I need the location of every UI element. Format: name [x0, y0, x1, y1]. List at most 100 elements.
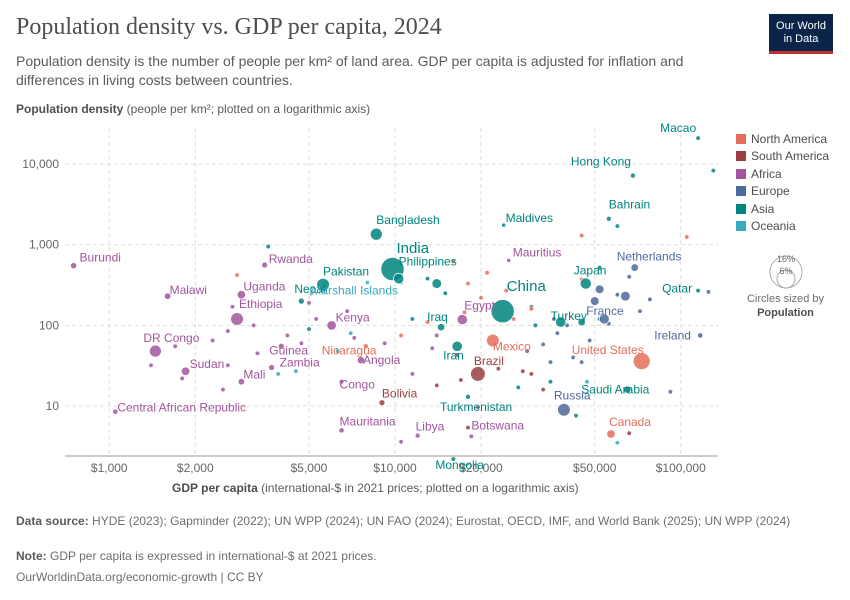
data-point[interactable] — [515, 384, 521, 390]
data-point-canada[interactable] — [606, 429, 616, 439]
data-point[interactable] — [425, 319, 431, 325]
data-point[interactable] — [626, 430, 632, 436]
data-point[interactable] — [590, 296, 600, 306]
data-point[interactable] — [409, 371, 415, 377]
data-point[interactable] — [614, 440, 620, 446]
data-point-turkey[interactable] — [555, 316, 567, 328]
footer-url[interactable]: OurWorldinData.org/economic-growth | CC … — [16, 570, 264, 584]
data-point[interactable] — [524, 348, 530, 354]
data-point[interactable] — [528, 306, 534, 312]
data-point[interactable] — [614, 223, 620, 229]
data-point[interactable] — [225, 362, 231, 368]
data-point-united-states[interactable] — [632, 352, 651, 370]
data-point[interactable] — [705, 289, 711, 295]
data-point[interactable] — [251, 322, 257, 328]
data-point[interactable] — [595, 284, 605, 294]
data-point-dr-congo[interactable] — [149, 344, 162, 358]
data-point[interactable] — [570, 355, 576, 360]
data-point[interactable] — [398, 332, 404, 338]
data-point-libya[interactable] — [414, 432, 421, 439]
data-point[interactable] — [554, 330, 560, 336]
data-point[interactable] — [306, 300, 312, 306]
data-point[interactable] — [577, 318, 586, 326]
data-point[interactable] — [234, 272, 240, 278]
data-point[interactable] — [442, 290, 448, 296]
data-point[interactable] — [225, 328, 231, 334]
data-point[interactable] — [431, 278, 442, 289]
data-point[interactable] — [579, 233, 585, 238]
data-point[interactable] — [540, 387, 546, 393]
data-point[interactable] — [220, 387, 226, 393]
data-point[interactable] — [597, 265, 603, 271]
data-point-marshall-islands[interactable] — [364, 280, 370, 285]
data-point-hong-kong[interactable] — [630, 172, 636, 179]
data-point[interactable] — [528, 371, 534, 377]
data-point[interactable] — [434, 332, 440, 338]
data-point[interactable] — [475, 404, 481, 410]
data-point-rwanda[interactable] — [261, 261, 269, 269]
data-point-nicaragua[interactable] — [362, 343, 369, 350]
data-point[interactable] — [265, 244, 271, 249]
data-point[interactable] — [548, 379, 553, 385]
data-point[interactable] — [532, 322, 538, 328]
data-point[interactable] — [348, 330, 354, 336]
data-point[interactable] — [520, 368, 526, 374]
legend-item-europe[interactable]: Europe — [736, 183, 829, 201]
data-point-china[interactable] — [490, 299, 515, 324]
data-point-nepal[interactable] — [297, 297, 305, 305]
data-point[interactable] — [382, 340, 388, 346]
data-point-mali[interactable] — [237, 378, 246, 386]
data-point[interactable] — [434, 382, 440, 388]
data-point-macao[interactable] — [695, 135, 701, 141]
data-point-maldives[interactable] — [501, 222, 507, 228]
data-point-ethiopia[interactable] — [230, 312, 244, 326]
data-point-mauritania[interactable] — [338, 427, 345, 434]
data-point[interactable] — [351, 335, 357, 341]
data-point-uganda[interactable] — [236, 290, 246, 300]
data-point[interactable] — [478, 295, 484, 301]
data-point[interactable] — [458, 377, 464, 383]
data-point-sudan[interactable] — [181, 366, 191, 376]
data-point[interactable] — [313, 316, 319, 322]
data-point[interactable] — [306, 326, 312, 332]
data-point[interactable] — [465, 425, 471, 431]
data-point-egypt[interactable] — [456, 314, 468, 326]
legend-item-asia[interactable]: Asia — [736, 200, 829, 218]
data-point-kenya[interactable] — [326, 320, 337, 331]
data-point-zambia[interactable] — [268, 364, 275, 371]
data-point[interactable] — [179, 375, 185, 381]
legend-item-south-america[interactable]: South America — [736, 148, 829, 166]
data-point[interactable] — [684, 234, 690, 240]
data-point-brazil[interactable] — [470, 366, 486, 382]
data-point-angola[interactable] — [356, 356, 365, 365]
data-point-philippines[interactable] — [393, 273, 405, 285]
data-point[interactable] — [587, 338, 593, 343]
data-point-netherlands[interactable] — [630, 263, 639, 272]
data-point-mauritius[interactable] — [506, 257, 512, 263]
data-point[interactable] — [254, 350, 260, 356]
data-point[interactable] — [710, 168, 716, 174]
data-point-mongolia[interactable] — [450, 456, 457, 462]
data-point-congo[interactable] — [338, 378, 345, 385]
data-point-burundi[interactable] — [70, 262, 78, 270]
data-point-botswana[interactable] — [468, 433, 475, 440]
data-point[interactable] — [429, 345, 435, 351]
data-point[interactable] — [148, 362, 154, 368]
data-point[interactable] — [626, 274, 632, 280]
data-point[interactable] — [454, 352, 460, 358]
data-point-mexico[interactable] — [486, 333, 500, 348]
data-point-iraq[interactable] — [437, 323, 446, 332]
data-point-bahrain[interactable] — [605, 215, 612, 222]
data-point[interactable] — [275, 371, 281, 377]
data-point[interactable] — [495, 366, 501, 372]
data-point[interactable] — [647, 296, 653, 302]
data-point[interactable] — [284, 332, 290, 338]
data-point[interactable] — [409, 316, 415, 322]
data-point[interactable] — [344, 308, 350, 314]
owid-logo[interactable]: Our World in Data — [769, 14, 833, 54]
data-point[interactable] — [620, 291, 631, 302]
data-point-france[interactable] — [598, 313, 610, 325]
data-point[interactable] — [667, 389, 673, 395]
data-point[interactable] — [465, 281, 471, 286]
data-point-ireland[interactable] — [697, 332, 704, 339]
